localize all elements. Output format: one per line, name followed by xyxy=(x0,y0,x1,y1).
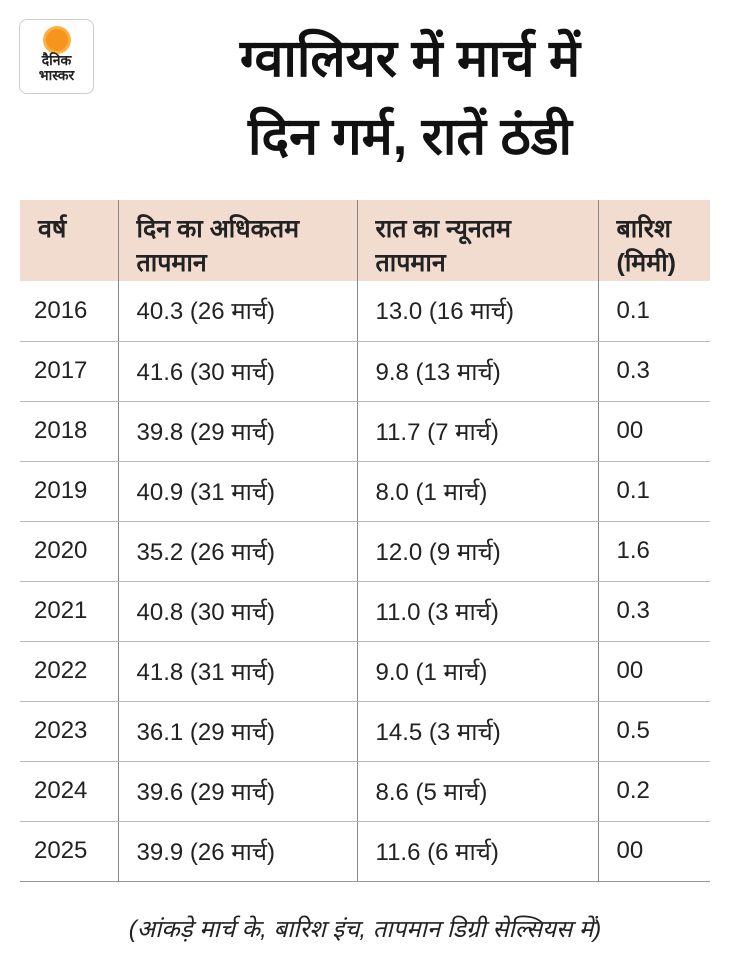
table-cell: 11.6 (6 मार्च) xyxy=(356,821,598,882)
table-cell: 00 xyxy=(597,821,710,882)
table-cell: 1.6 xyxy=(597,521,710,582)
column-header-line: तापमान xyxy=(136,249,207,277)
table-cell: 0.3 xyxy=(597,341,710,402)
table-cell: 11.0 (3 मार्च) xyxy=(356,581,598,642)
table-cell: 2021 xyxy=(20,581,118,642)
dainik-bhaskar-logo: दैनिक भास्कर xyxy=(19,19,94,94)
table-cell: 39.9 (26 मार्च) xyxy=(117,821,357,882)
table-cell: 0.1 xyxy=(597,461,710,522)
table-row: 2017 41.6 (30 मार्च) 9.8 (13 मार्च) 0.3 xyxy=(20,341,710,402)
table-cell: 2018 xyxy=(20,401,118,462)
title-line2: दिन गर्म, रातें ठंडी xyxy=(248,108,572,166)
table-cell: 41.8 (31 मार्च) xyxy=(117,641,357,702)
table-cell: 2016 xyxy=(20,281,118,342)
table-cell: 2024 xyxy=(20,761,118,822)
table-cell: 40.8 (30 मार्च) xyxy=(117,581,357,642)
table-cell: 11.7 (7 मार्च) xyxy=(356,401,598,462)
table-cell: 0.2 xyxy=(597,761,710,822)
table-cell: 2025 xyxy=(20,821,118,882)
table-cell: 0.3 xyxy=(597,581,710,642)
table-row: 2024 39.6 (29 मार्च) 8.6 (5 मार्च) 0.2 xyxy=(20,761,710,822)
table-cell: 40.9 (31 मार्च) xyxy=(117,461,357,522)
column-header: रात का न्यूनतम तापमान xyxy=(356,200,598,281)
column-header: वर्ष xyxy=(20,200,118,281)
column-header-line: बारिश xyxy=(616,215,671,243)
table-cell: 00 xyxy=(597,641,710,702)
table-cell: 2020 xyxy=(20,521,118,582)
table-cell: 0.1 xyxy=(597,281,710,342)
table-cell: 00 xyxy=(597,401,710,462)
footnote: (आंकड़े मार्च के, बारिश इंच, तापमान डिग्… xyxy=(128,916,602,943)
logo-text-line2: भास्कर xyxy=(38,67,75,83)
table-row: 2022 41.8 (31 मार्च) 9.0 (1 मार्च) 00 xyxy=(20,641,710,702)
table-header-row: वर्ष दिन का अधिकतम तापमान रात का न्यूनतम ताप… xyxy=(20,200,710,281)
table-cell: 12.0 (9 मार्च) xyxy=(356,521,598,582)
table-cell: 9.0 (1 मार्च) xyxy=(356,641,598,702)
table-cell: 2017 xyxy=(20,341,118,402)
table-cell: 41.6 (30 मार्च) xyxy=(117,341,357,402)
table-row: 2019 40.9 (31 मार्च) 8.0 (1 मार्च) 0.1 xyxy=(20,461,710,522)
sun-icon xyxy=(45,29,68,51)
table-row: 2025 39.9 (26 मार्च) 11.6 (6 मार्च) 00 xyxy=(20,821,710,882)
column-header: बारिश (मिमी) xyxy=(597,200,710,281)
table-cell: 36.1 (29 मार्च) xyxy=(117,701,357,762)
table-row: 2020 35.2 (26 मार्च) 12.0 (9 मार्च) 1.6 xyxy=(20,521,710,582)
table-cell: 2019 xyxy=(20,461,118,522)
table-cell: 14.5 (3 मार्च) xyxy=(356,701,598,762)
table-row: 2018 39.8 (29 मार्च) 11.7 (7 मार्च) 00 xyxy=(20,401,710,462)
table-row: 2023 36.1 (29 मार्च) 14.5 (3 मार्च) 0.5 xyxy=(20,701,710,762)
table-cell: 8.0 (1 मार्च) xyxy=(356,461,598,522)
table-cell: 2022 xyxy=(20,641,118,702)
table-cell: 39.6 (29 मार्च) xyxy=(117,761,357,822)
title-line1: ग्वालियर में मार्च में xyxy=(239,30,581,88)
column-header: दिन का अधिकतम तापमान xyxy=(117,200,357,281)
table-cell: 35.2 (26 मार्च) xyxy=(117,521,357,582)
page-title: ग्वालियर में मार्च में दिन गर्म, रातें ठ… xyxy=(100,20,720,176)
table-cell: 8.6 (5 मार्च) xyxy=(356,761,598,822)
column-header-line: (मिमी) xyxy=(616,249,677,277)
column-header-line: तापमान xyxy=(375,249,446,277)
column-header-line: दिन का अधिकतम xyxy=(136,215,300,243)
table-cell: 39.8 (29 मार्च) xyxy=(117,401,357,462)
table-cell: 0.5 xyxy=(597,701,710,762)
table-cell: 2023 xyxy=(20,701,118,762)
table-cell: 40.3 (26 मार्च) xyxy=(117,281,357,342)
column-header-line: रात का न्यूनतम xyxy=(375,215,511,243)
table-row: 2021 40.8 (30 मार्च) 11.0 (3 मार्च) 0.3 xyxy=(20,581,710,642)
weather-table: वर्ष दिन का अधिकतम तापमान रात का न्यूनतम ताप… xyxy=(20,200,710,882)
table-cell: 9.8 (13 मार्च) xyxy=(356,341,598,402)
column-header-line: वर्ष xyxy=(38,215,67,243)
logo-text-line1: दैनिक xyxy=(41,52,72,68)
table-row: 2016 40.3 (26 मार्च) 13.0 (16 मार्च) 0.1 xyxy=(20,281,710,342)
table-cell: 13.0 (16 मार्च) xyxy=(356,281,598,342)
